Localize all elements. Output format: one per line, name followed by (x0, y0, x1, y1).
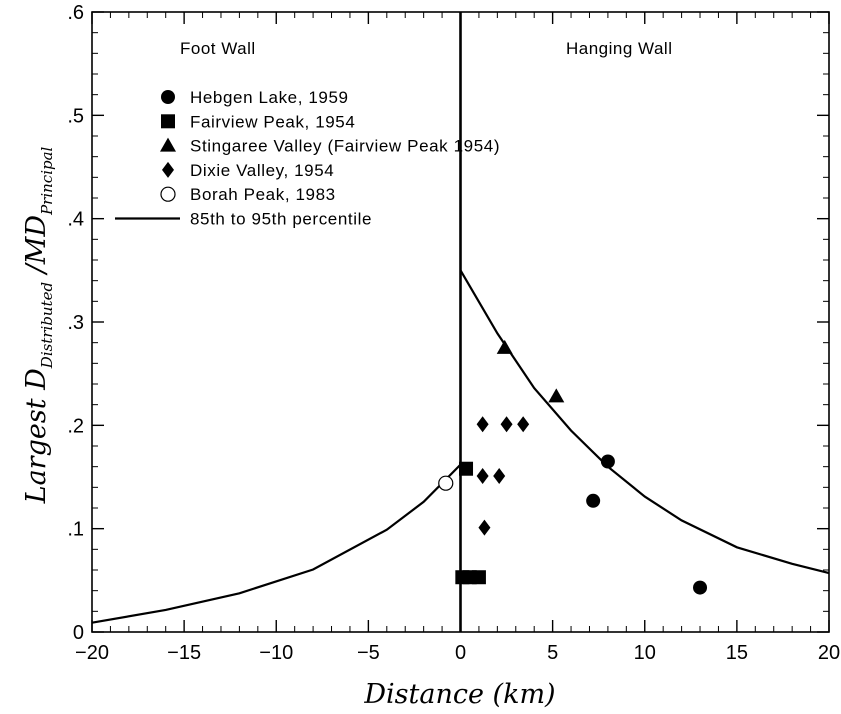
x-tick-label: 5 (547, 642, 558, 664)
data-point-filled-square (471, 570, 486, 585)
percentile-curves (91, 269, 830, 624)
data-point-filled-diamond (493, 467, 506, 484)
x-tick-label: 20 (818, 642, 840, 664)
data-point-filled-diamond (500, 416, 513, 433)
percentile-curve (91, 463, 462, 624)
legend-entry-label: Stingaree Valley (Fairview Peak 1954) (190, 137, 500, 156)
data-point-filled-triangle (548, 388, 565, 403)
x-tick-label: 15 (726, 642, 748, 664)
data-point-filled-circle (600, 454, 615, 469)
y-tick-label: .2 (67, 415, 84, 437)
legend-entry-label: 85th to 95th percentile (190, 210, 372, 229)
y-title-d: D (21, 368, 52, 391)
axis-ticks (91, 11, 830, 633)
data-point-filled-triangle (496, 339, 513, 354)
legend-marker-filled-diamond (162, 161, 174, 178)
hanging-wall-label: Hanging Wall (566, 39, 672, 58)
y-title-sep: / (21, 261, 52, 282)
data-point-filled-circle (693, 580, 708, 595)
x-tick-label: −20 (75, 642, 109, 664)
x-tick-label: −15 (167, 642, 201, 664)
legend-marker-open-circle (160, 186, 176, 202)
x-tick-label: 0 (455, 642, 466, 664)
axis-tick-labels: −20 −15 −10 −5 0 5 10 15 20 0 .1 .2 .3 .4 .5 .6 (67, 2, 840, 664)
data-point-filled-diamond (478, 519, 491, 536)
data-point-filled-circle (586, 493, 601, 508)
foot-wall-label: Foot Wall (180, 39, 256, 58)
y-title-md: MD (21, 215, 52, 266)
y-title-prefix: Largest (21, 390, 52, 504)
y-title-md-sub: Principal (38, 146, 56, 215)
x-tick-label: 10 (634, 642, 656, 664)
legend-entry-label: Borah Peak, 1983 (190, 185, 336, 204)
y-tick-label: .5 (67, 105, 84, 127)
y-tick-label: .4 (67, 209, 84, 231)
y-axis-title: Largest DDistributed /MDPrincipal (21, 146, 56, 504)
legend-entry-label: Hebgen Lake, 1959 (190, 88, 349, 107)
data-point-filled-diamond (476, 416, 489, 433)
legend-marker-filled-circle (161, 90, 175, 104)
legend-marker-filled-triangle (160, 137, 176, 152)
y-tick-label: .3 (67, 312, 84, 334)
data-point-filled-square (459, 461, 474, 476)
x-axis-title: Distance (km) (363, 679, 555, 710)
data-point-open-circle (438, 475, 454, 491)
data-markers (438, 339, 708, 595)
y-tick-label: 0 (73, 622, 84, 644)
y-title-d-sub: Distributed (38, 282, 56, 369)
x-tick-label: −10 (259, 642, 293, 664)
data-point-filled-diamond (476, 467, 489, 484)
data-point-filled-diamond (517, 416, 530, 433)
y-tick-label: .6 (67, 2, 84, 24)
percentile-curve (459, 269, 830, 575)
legend: Hebgen Lake, 1959 Fairview Peak, 1954 Stin… (115, 88, 500, 229)
legend-entry-label: Fairview Peak, 1954 (190, 112, 355, 131)
y-tick-label: .1 (67, 519, 84, 541)
x-tick-label: −5 (357, 642, 380, 664)
legend-marker-filled-square (161, 114, 175, 129)
legend-entry-label: Dixie Valley, 1954 (190, 161, 334, 180)
